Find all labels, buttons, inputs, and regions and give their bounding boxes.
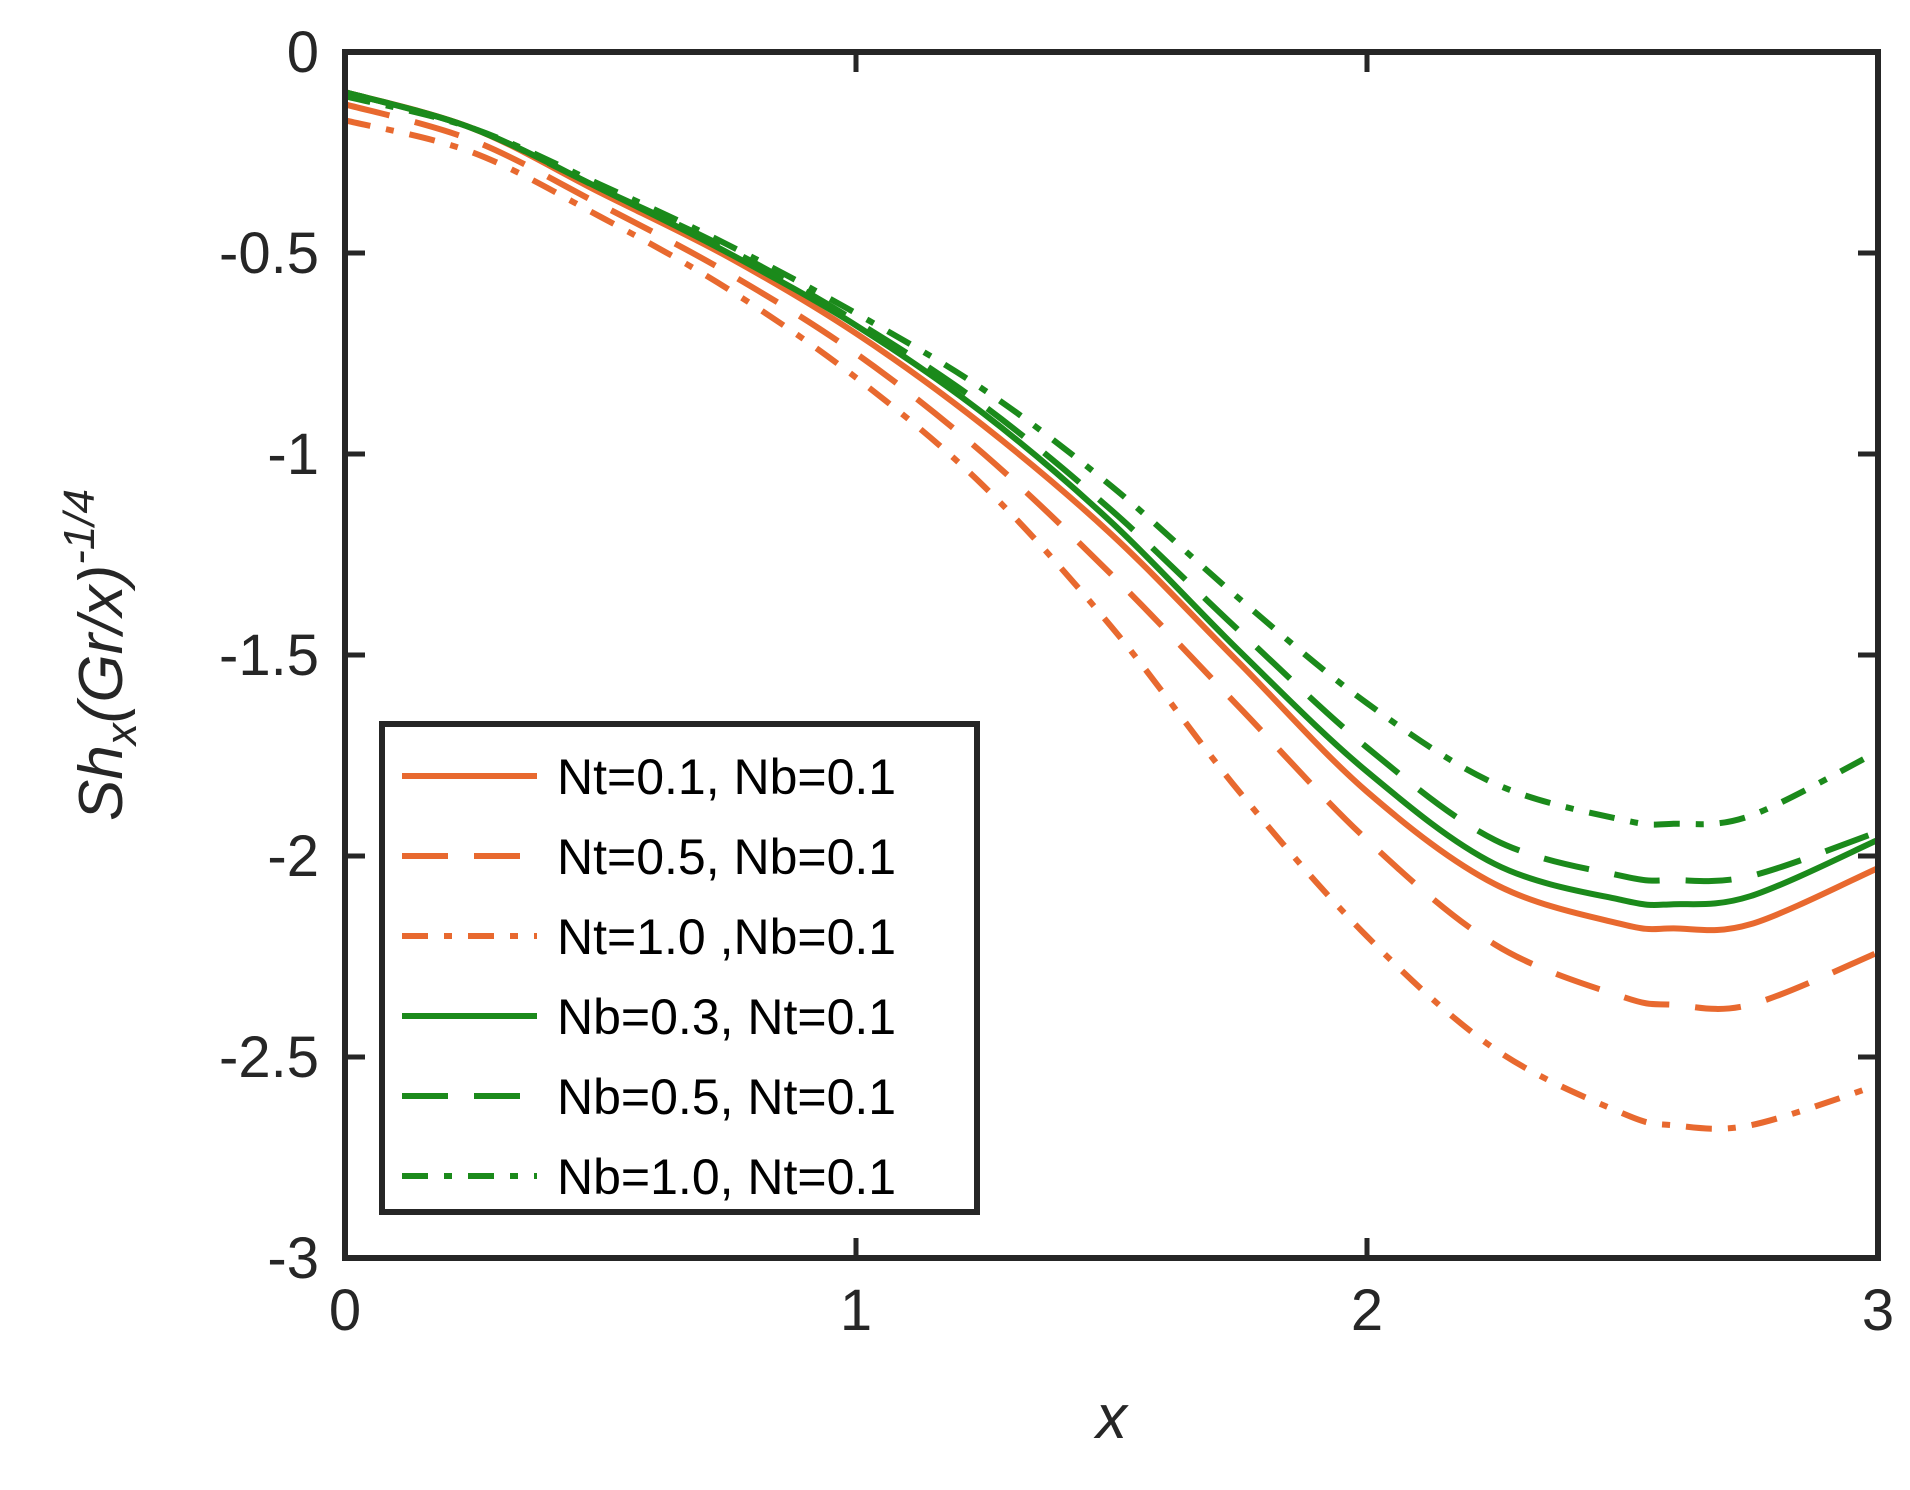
y-tick-label: -1.5 xyxy=(219,623,319,688)
x-tick-label: 2 xyxy=(1351,1278,1383,1343)
legend: Nt=0.1, Nb=0.1 Nt=0.5, Nb=0.1 Nt=1.0 ,Nb=0… xyxy=(379,721,980,1215)
series-line-6 xyxy=(344,93,1880,828)
series-line-1 xyxy=(344,89,1880,934)
y-tick-label: -1 xyxy=(267,422,319,487)
legend-label-3: Nt=1.0 ,Nb=0.1 xyxy=(557,909,896,965)
series-line-3 xyxy=(344,117,1879,1132)
series-layer xyxy=(344,89,1880,1132)
legend-label-2: Nt=0.5, Nb=0.1 xyxy=(557,829,896,885)
tick-layer xyxy=(342,49,1881,1261)
y-tick-label: -3 xyxy=(267,1226,319,1291)
y-axis-title: Shx(Gr/x)-1/4 xyxy=(55,489,146,821)
y-tick-label: -2 xyxy=(267,824,319,889)
y-tick-label: 0 xyxy=(287,20,319,85)
y-axis-title-main: Sh xyxy=(67,745,136,821)
y-tick-label: -0.5 xyxy=(219,221,319,286)
y-tick-label: -2.5 xyxy=(219,1025,319,1090)
series-line-5 xyxy=(344,89,1879,885)
tick-label-layer: 0 1 2 3 0 -0.5 -1 -1.5 -2 -2.5 -3 xyxy=(219,20,1894,1343)
series-line-2 xyxy=(344,101,1880,1012)
legend-box xyxy=(379,721,980,1215)
x-tick-label: 0 xyxy=(329,1278,361,1343)
legend-label-6: Nb=1.0, Nt=0.1 xyxy=(557,1149,896,1205)
y-axis-title-sub: x xyxy=(97,721,146,747)
y-axis-title-sup: -1/4 xyxy=(55,489,104,565)
y-axis-title-paren: (Gr/x) xyxy=(67,565,136,723)
legend-label-4: Nb=0.3, Nt=0.1 xyxy=(557,989,896,1045)
x-tick-label: 1 xyxy=(840,1278,872,1343)
legend-label-1: Nt=0.1, Nb=0.1 xyxy=(557,749,896,805)
svg-text:Shx(Gr/x)-1/4: Shx(Gr/x)-1/4 xyxy=(55,489,146,821)
x-axis-title: x xyxy=(1093,1383,1129,1452)
legend-items: Nt=0.1, Nb=0.1 Nt=0.5, Nb=0.1 Nt=1.0 ,Nb=0… xyxy=(402,749,896,1205)
x-tick-label: 3 xyxy=(1862,1278,1894,1343)
legend-label-5: Nb=0.5, Nt=0.1 xyxy=(557,1069,896,1125)
